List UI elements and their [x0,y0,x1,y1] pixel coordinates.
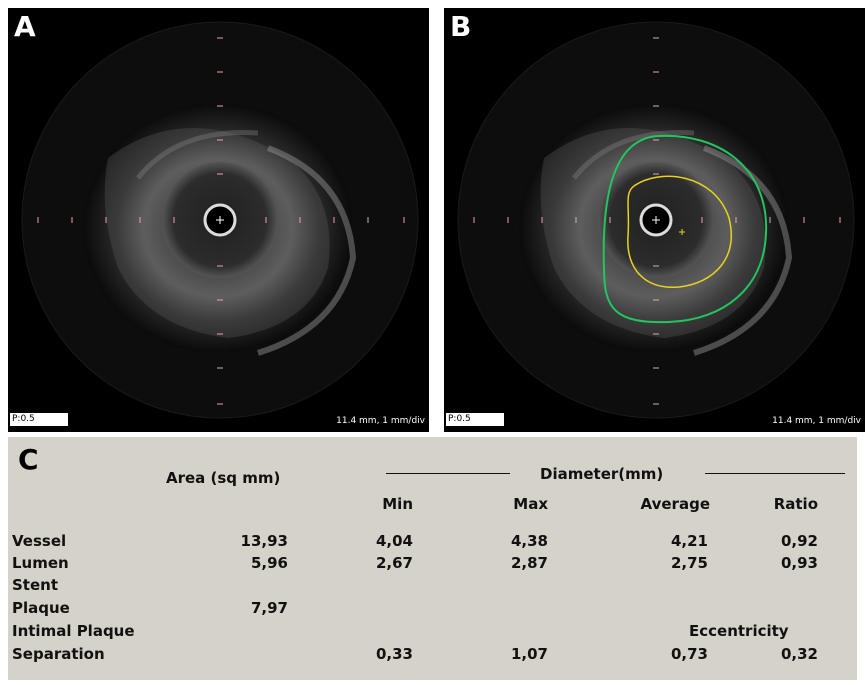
area-header: Area (sq mm) [166,469,281,487]
panel-letter-c: C [18,443,39,476]
lumen-contour [627,175,732,288]
lumen-ratio: 0,93 [780,554,818,572]
vessel-area: 13,93 [240,532,288,550]
row-label-plaque: Plaque [12,599,70,617]
sub-header-ratio: Ratio [773,495,818,513]
diameter-rule-left [386,473,510,474]
separation-min: 0,33 [375,645,413,663]
measurement-table: C Area (sq mm) Diameter(mm) Min Max Aver… [8,437,857,680]
diameter-rule-right [705,473,845,474]
vessel-contour [602,134,768,324]
vessel-min: 4,04 [375,532,413,550]
separation-ratio: 0,32 [780,645,818,663]
row-label-separation: Separation [12,645,105,663]
ivus-image-panel-a: A P:0.5 11.4 mm, 1 mm/div [8,8,429,432]
vessel-average: 4,21 [670,532,708,550]
scale-label-b: 11.4 mm, 1 mm/div [772,416,861,426]
eccentricity-label: Eccentricity [689,622,789,640]
vessel-max: 4,38 [510,532,548,550]
sub-header-average: Average [640,495,710,513]
row-label-intimal-plaque: Intimal Plaque [12,622,135,640]
diameter-header: Diameter(mm) [540,465,664,483]
lumen-min: 2,67 [375,554,413,572]
lumen-max: 2,87 [510,554,548,572]
ivus-image-panel-b: B P:0.5 11.4 mm, 1 mm/div [444,8,865,432]
vessel-ratio: 0,92 [780,532,818,550]
row-label-stent: Stent [12,576,58,594]
sub-header-min: Min [382,495,413,513]
panel-letter-b: B [450,10,472,43]
row-label-lumen: Lumen [12,554,69,572]
sub-header-max: Max [513,495,548,513]
scale-label-a: 11.4 mm, 1 mm/div [336,416,425,426]
plaque-area: 7,97 [250,599,288,617]
ivus-image-b [457,21,855,419]
panel-letter-a: A [14,10,36,43]
p-setting-label-b: P:0.5 [446,413,504,426]
p-setting-label-a: P:0.5 [10,413,68,426]
row-label-vessel: Vessel [12,532,67,550]
lumen-average: 2,75 [670,554,708,572]
ivus-image-a [21,21,419,419]
lumen-area: 5,96 [250,554,288,572]
separation-average: 0,73 [670,645,708,663]
separation-max: 1,07 [510,645,548,663]
